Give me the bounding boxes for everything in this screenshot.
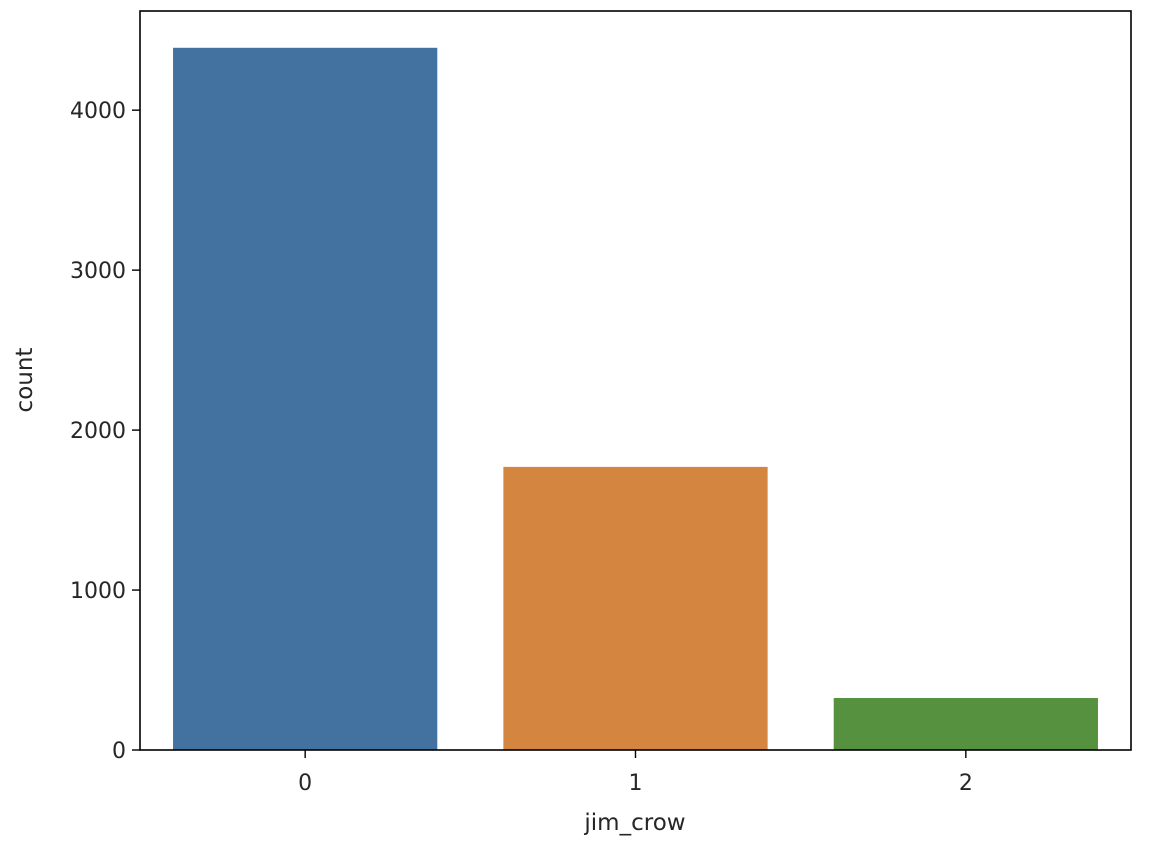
bars-group [173, 47, 1098, 751]
y-tick-label: 2000 [70, 419, 126, 444]
bar-1 [503, 466, 768, 750]
y-axis-ticks: 0 1000 2000 3000 4000 [70, 99, 140, 764]
y-tick-label: 0 [112, 739, 126, 764]
bar-2 [833, 698, 1098, 750]
x-tick-label: 1 [629, 771, 643, 796]
x-axis-ticks: 0 1 2 [298, 750, 973, 796]
x-tick-label: 2 [959, 771, 973, 796]
x-tick-label: 0 [298, 771, 312, 796]
y-tick-label: 3000 [70, 259, 126, 284]
y-tick-label: 1000 [70, 579, 126, 604]
bar-0 [173, 47, 438, 751]
plot-frame [139, 10, 1132, 751]
y-axis-label: count [12, 348, 38, 413]
y-tick-label: 4000 [70, 99, 126, 124]
x-axis-label: jim_crow [583, 810, 685, 836]
